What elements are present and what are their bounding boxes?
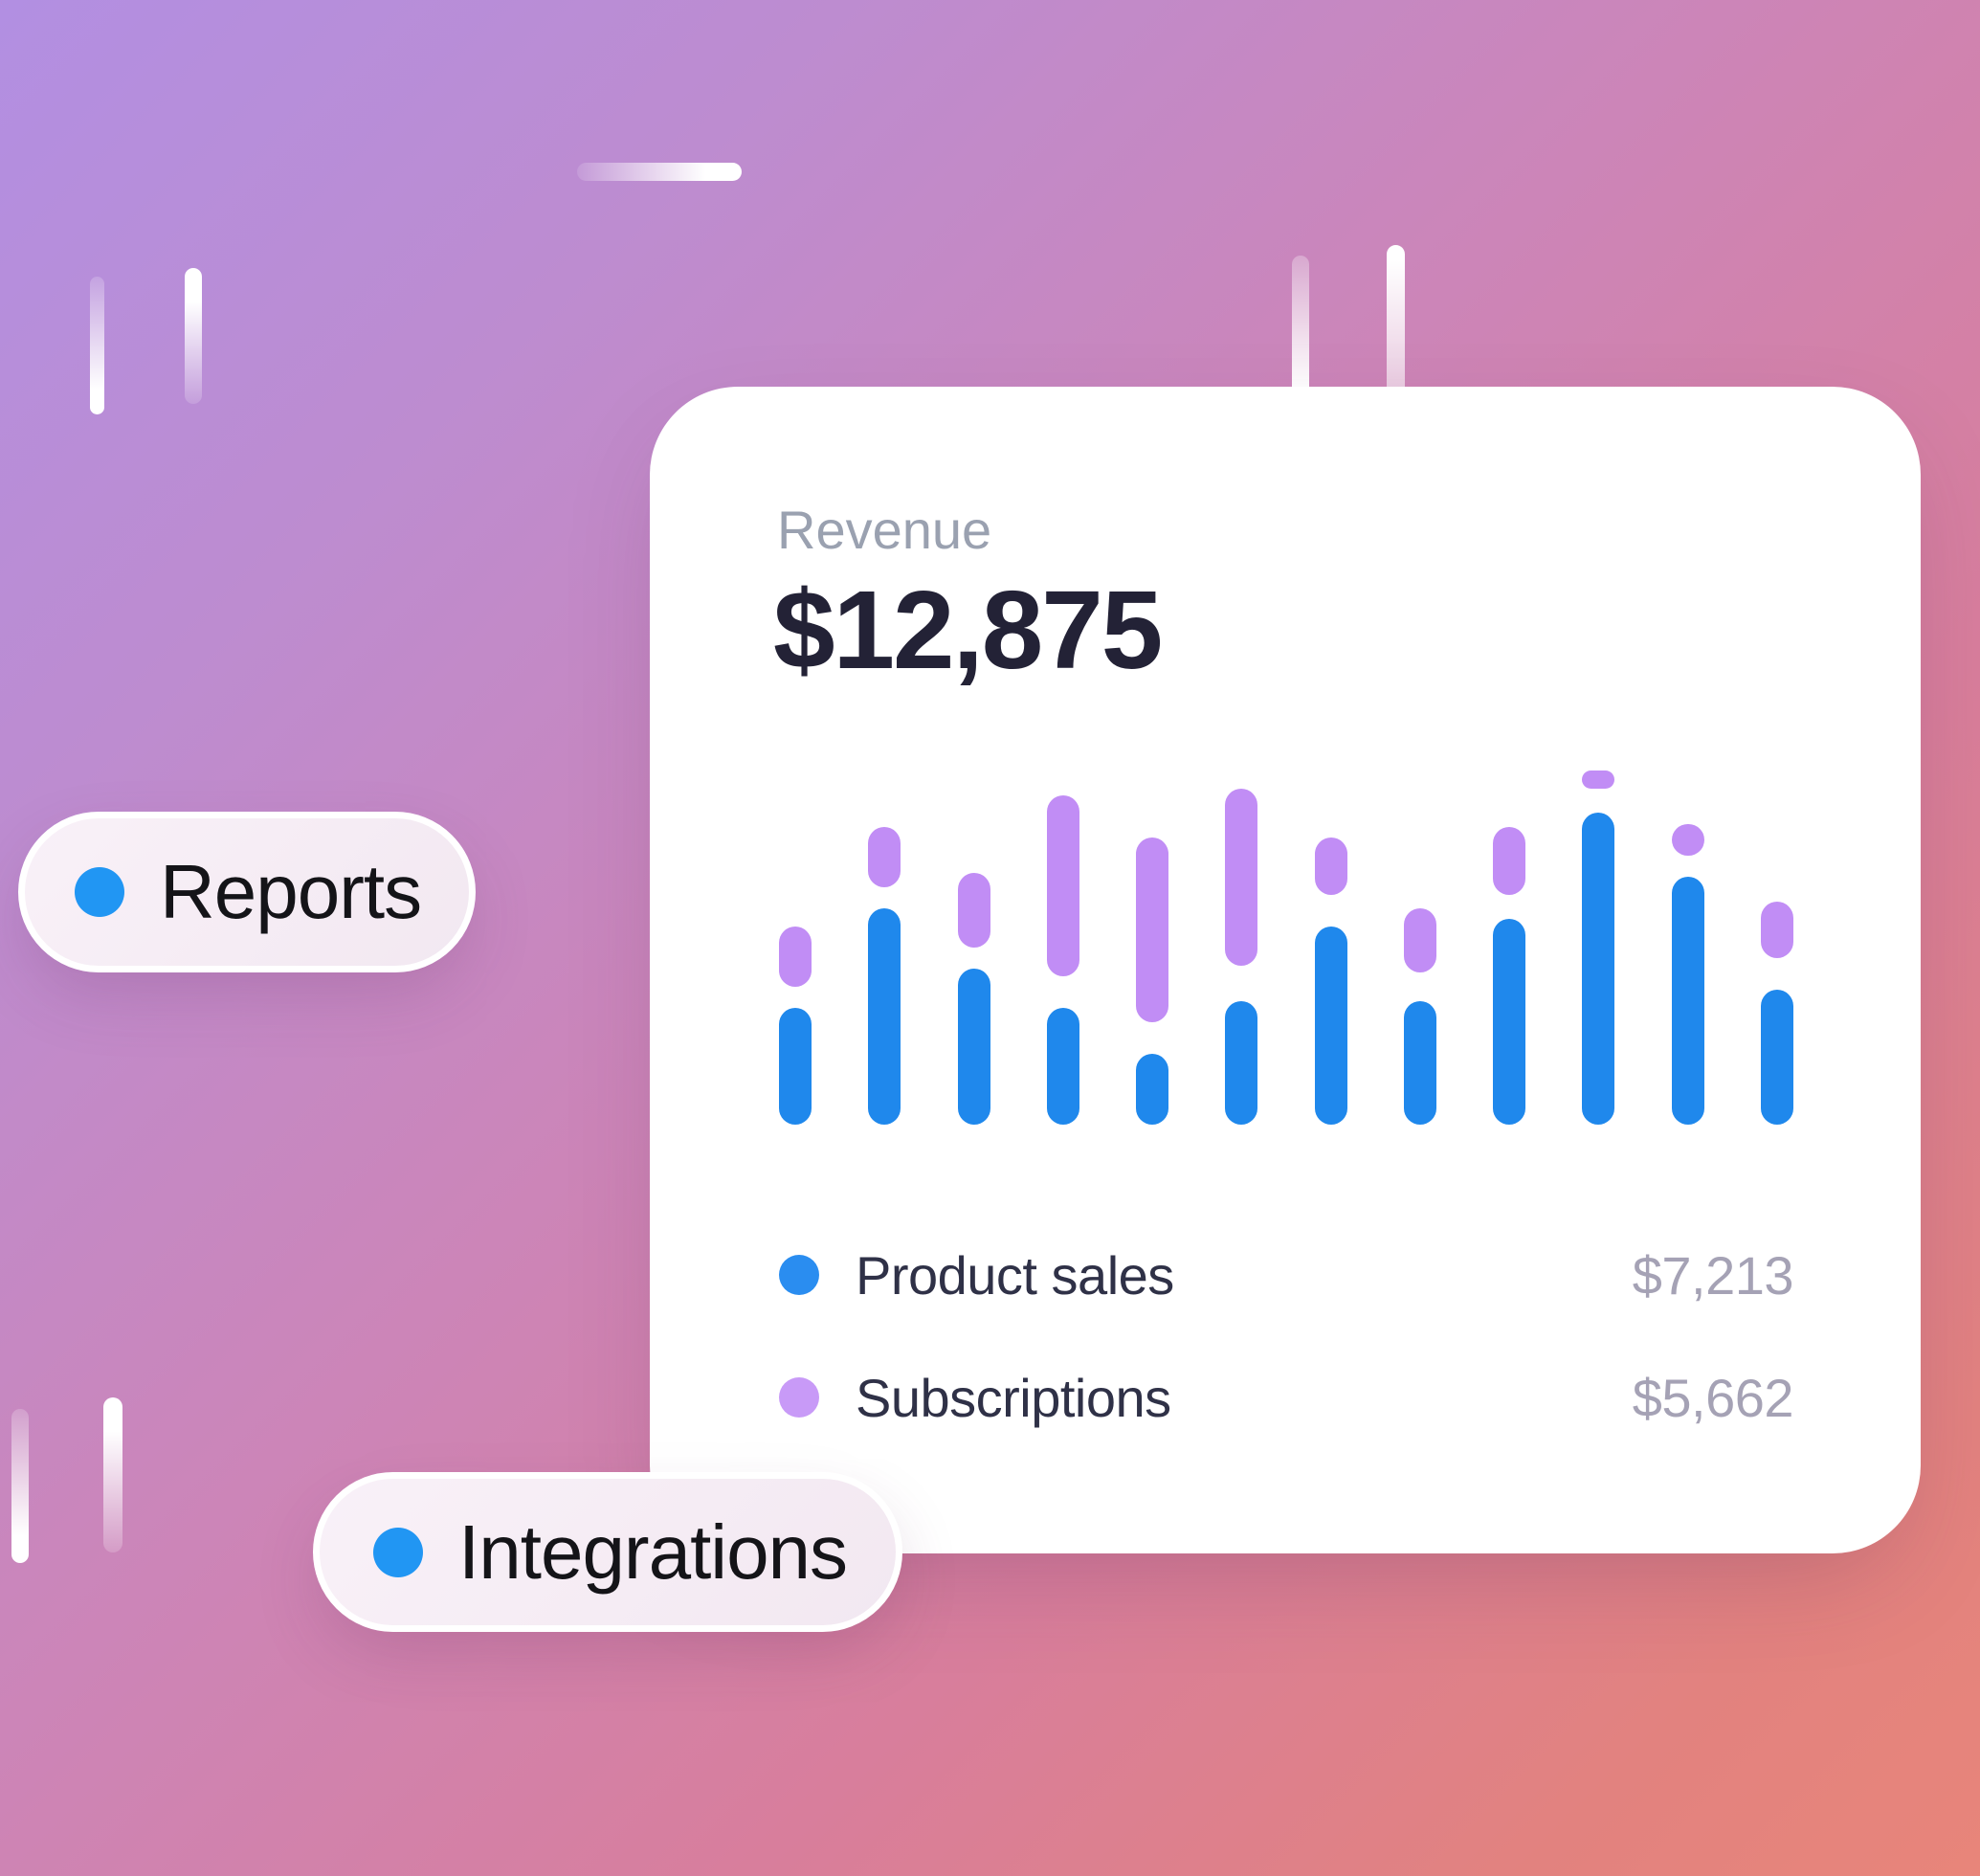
decor-dash-top-right-1: [1292, 256, 1309, 399]
subscriptions-bar-segment: [1046, 794, 1079, 976]
chart-bar: [868, 770, 901, 1125]
decor-dash-top-right-2: [1387, 245, 1405, 398]
product-sales-value: $7,213: [1632, 1244, 1794, 1306]
subscriptions-bar-segment: [1403, 908, 1436, 972]
product-sales-bar-segment: [1671, 877, 1704, 1125]
legend-row-product-sales: Product sales $7,213: [779, 1244, 1794, 1306]
decor-dash-horizontal: [577, 163, 742, 181]
decor-dash-bottom-left-1: [11, 1409, 29, 1563]
subscriptions-bar-segment: [1136, 838, 1169, 1022]
product-sales-bar-segment: [868, 908, 901, 1125]
subscriptions-bar-segment: [1671, 823, 1704, 856]
subscriptions-bar-segment: [779, 926, 812, 987]
decor-dash-left-1: [90, 277, 104, 414]
revenue-card: Revenue $12,875 Product sales $7,213 Sub…: [650, 387, 1921, 1553]
chart-bar: [957, 770, 990, 1125]
product-sales-bar-segment: [1314, 926, 1347, 1125]
product-sales-bar-segment: [779, 1007, 812, 1125]
product-sales-bar-segment: [1136, 1054, 1169, 1125]
chart-bar: [1225, 770, 1258, 1125]
chart-bar: [1403, 770, 1436, 1125]
decor-dash-bottom-left-2: [103, 1397, 122, 1552]
decor-dash-left-2: [185, 268, 202, 404]
reports-dot-icon: [75, 867, 124, 917]
chart-bar: [1136, 770, 1169, 1125]
product-sales-dot-icon: [779, 1255, 819, 1295]
product-sales-bar-segment: [1046, 1007, 1079, 1125]
product-sales-label: Product sales: [856, 1244, 1174, 1306]
subscriptions-label: Subscriptions: [856, 1367, 1171, 1428]
chart-bar: [1760, 770, 1793, 1125]
product-sales-bar-segment: [1403, 1000, 1436, 1125]
product-sales-bar-segment: [1225, 1000, 1258, 1125]
subscriptions-bar-segment: [1582, 770, 1615, 789]
reports-badge[interactable]: Reports: [18, 812, 476, 972]
chart-bar: [1671, 770, 1704, 1125]
subscriptions-bar-segment: [957, 873, 990, 948]
legend-row-subscriptions: Subscriptions $5,662: [779, 1367, 1794, 1428]
product-sales-bar-segment: [1493, 919, 1526, 1125]
subscriptions-bar-segment: [1493, 827, 1526, 895]
subscriptions-bar-segment: [1760, 901, 1793, 959]
reports-label: Reports: [160, 849, 422, 934]
product-sales-bar-segment: [957, 969, 990, 1125]
revenue-chart: [779, 770, 1793, 1125]
chart-bar: [1314, 770, 1347, 1125]
integrations-badge[interactable]: Integrations: [313, 1472, 902, 1632]
chart-bar: [1046, 770, 1079, 1125]
subscriptions-dot-icon: [779, 1377, 819, 1418]
chart-bar: [1582, 770, 1615, 1125]
subscriptions-value: $5,662: [1632, 1367, 1794, 1428]
product-sales-bar-segment: [1760, 990, 1793, 1125]
revenue-amount: $12,875: [773, 568, 1163, 692]
subscriptions-bar-segment: [868, 827, 901, 888]
integrations-dot-icon: [373, 1527, 423, 1577]
integrations-label: Integrations: [458, 1508, 848, 1595]
revenue-title: Revenue: [777, 500, 992, 560]
subscriptions-bar-segment: [1225, 788, 1258, 966]
chart-bar: [1493, 770, 1526, 1125]
subscriptions-bar-segment: [1314, 838, 1347, 895]
product-sales-bar-segment: [1582, 813, 1615, 1125]
chart-bar: [779, 770, 812, 1125]
